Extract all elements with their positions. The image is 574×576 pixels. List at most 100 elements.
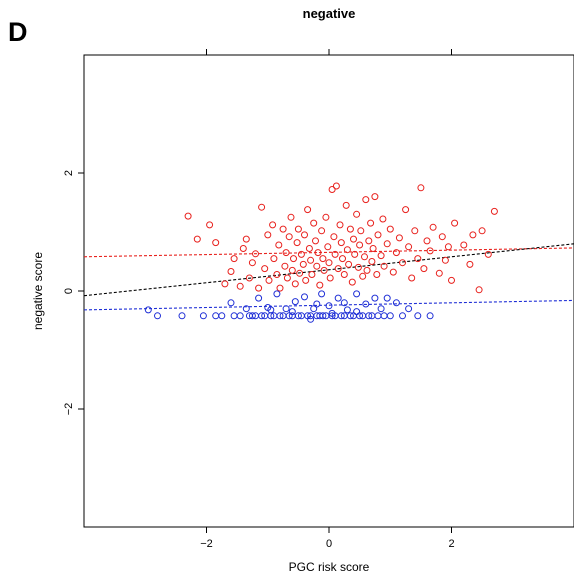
data-point [255,284,263,292]
data-point [389,268,397,276]
data-point [386,225,394,233]
data-point [258,312,266,320]
x-axis-label: PGC risk score [289,560,370,574]
data-point [362,300,370,308]
data-point [374,231,382,239]
plot-frame [83,54,574,528]
data-point [451,219,459,227]
data-point [359,272,367,280]
axes: −2 0 2 −2 0 2 [63,49,455,550]
data-point [363,266,371,274]
data-point [380,262,388,270]
data-point [435,269,443,277]
data-point [399,312,406,320]
data-point [221,280,229,288]
data-point [371,193,379,201]
data-point [227,299,235,307]
data-point [318,227,326,235]
data-point [353,210,361,218]
data-point [351,250,359,258]
data-point [144,306,152,314]
data-point [354,263,362,271]
data-point [299,260,307,268]
data-point [405,305,413,313]
data-point [345,260,353,268]
data-point [313,300,321,308]
data-point [313,262,321,270]
data-point [373,271,381,278]
data-point [328,309,336,317]
data-point [383,294,391,302]
data-point [402,206,410,214]
x-tick-label: 0 [326,538,332,550]
data-point [267,306,275,314]
data-point [325,259,333,267]
data-point [392,249,400,257]
data-point [426,247,434,255]
data-point [441,256,449,264]
data-point [261,265,269,273]
data-point [346,312,354,320]
data-point [248,312,256,320]
data-point [383,240,391,248]
data-point [438,233,446,241]
data-point [408,274,416,282]
data-point [392,299,400,307]
data-point [350,235,357,243]
data-point [469,231,477,239]
data-point [475,286,483,294]
x-tick-label: 2 [448,538,454,550]
data-point [356,241,364,249]
data-point [236,282,244,290]
data-point [353,290,361,298]
data-point [337,312,345,320]
plot-area [83,54,574,528]
data-point [340,271,348,278]
data-point [346,225,354,233]
data-point [184,212,192,220]
data-point [308,271,316,278]
data-point [290,255,297,263]
data-point [305,245,313,252]
data-point [343,306,351,314]
data-point [319,312,327,320]
data-point [245,274,253,282]
data-point [282,305,290,313]
data-point [312,237,319,245]
data-point [269,221,277,229]
data-point [307,256,315,264]
data-point [230,312,238,320]
data-point [154,312,161,320]
data-point [310,219,318,227]
data-point [380,312,388,320]
data-point [339,255,346,263]
data-point [307,315,315,323]
data-point [386,312,394,320]
data-point [328,312,336,320]
data-point [206,221,214,229]
data-point [218,312,226,320]
data-point [334,294,342,302]
x-tick-label: −2 [200,538,213,550]
data-point [301,293,308,301]
data-point [331,250,339,258]
data-point [322,213,330,221]
data-point [490,207,498,215]
data-point [414,255,422,263]
data-points [144,182,498,323]
data-point [294,225,302,233]
data-point [466,260,474,268]
data-point [291,280,299,288]
data-point [362,196,370,204]
y-tick-label: 0 [63,288,75,294]
data-point [297,250,305,258]
data-point [276,312,284,320]
y-tick-label: 2 [63,170,75,176]
data-point [371,294,379,302]
data-point [270,255,278,263]
data-point [193,235,201,243]
data-point [395,234,403,242]
data-point [242,235,250,243]
data-point [314,249,322,257]
data-point [337,239,345,247]
